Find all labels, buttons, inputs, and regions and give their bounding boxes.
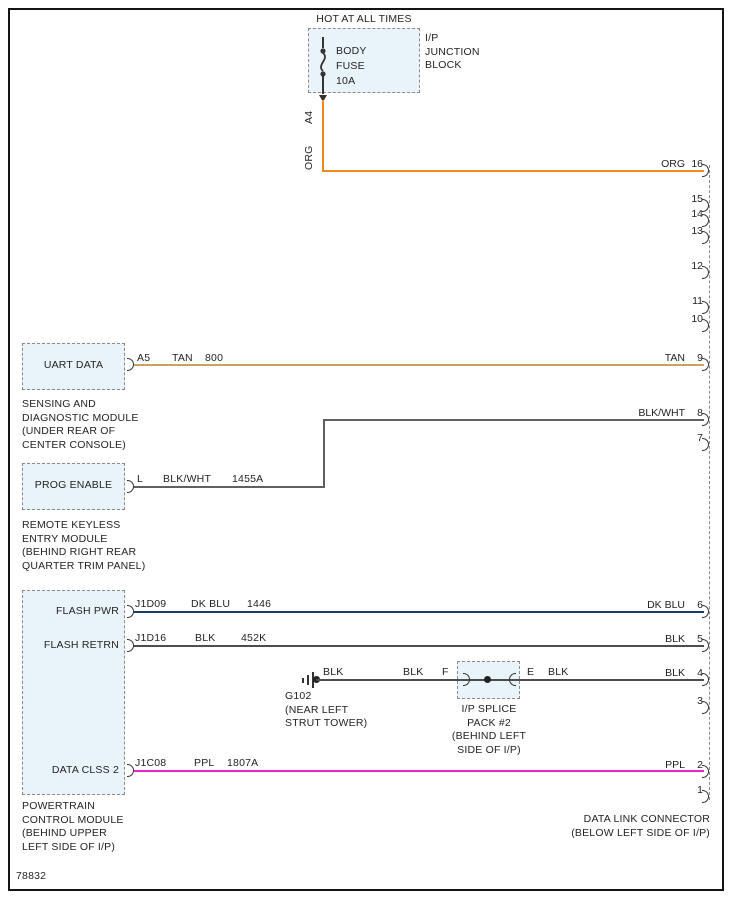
fuse-box	[308, 28, 420, 93]
pcm-module-box	[22, 590, 125, 795]
org-wire-vertical	[322, 100, 324, 171]
flash-pwr-label: FLASH PWR	[55, 605, 119, 617]
dlc-pin-number: 5	[697, 633, 703, 645]
dlc-pin-wire-color: ORG	[661, 158, 685, 170]
dlc-dashed-line	[709, 165, 710, 800]
flash-pwr-circuit-number: 1446	[247, 598, 272, 610]
dlc-pin-number: 11	[692, 295, 703, 307]
dlc-pin-wire-color: BLK	[665, 667, 685, 679]
prog-circuit-number: 1455A	[232, 473, 264, 485]
prog-terminal-label: L	[137, 473, 144, 485]
junction-block-label: I/P JUNCTION BLOCK	[425, 32, 480, 71]
splice-out-terminal-label: E	[527, 666, 535, 678]
data-clss2-terminal: J1C08	[135, 757, 167, 769]
fuse-icon	[320, 37, 326, 94]
uart-wire-color-label: TAN	[172, 352, 193, 364]
org-wire-color-label-vertical: ORG	[303, 145, 315, 170]
flash-pwr-wire	[134, 611, 704, 613]
dlc-pin-number: 12	[691, 260, 703, 272]
ground-wire-color-label-1: BLK	[323, 666, 344, 678]
dlc-pin-number: 1	[697, 784, 703, 796]
dlc-caption: DATA LINK CONNECTOR (BELOW LEFT SIDE OF …	[571, 813, 710, 839]
uart-module-label: UART DATA	[43, 359, 104, 371]
document-number: 78832	[16, 870, 47, 882]
data-clss2-wire	[134, 770, 704, 772]
prog-wire-lower	[134, 486, 325, 488]
dlc-pin-number: 14	[691, 208, 703, 220]
uart-terminal-label: A5	[137, 352, 151, 364]
prog-wire-upper	[323, 419, 704, 421]
wire-arrow-down-icon	[319, 95, 327, 102]
uart-tan-wire	[134, 364, 704, 366]
dlc-pin-wire-color: BLK/WHT	[638, 407, 685, 419]
dlc-pin-number: 3	[697, 695, 703, 707]
fuse-label: BODY FUSE 10A	[336, 45, 367, 87]
ground-symbol	[302, 678, 304, 683]
flash-retrn-circuit-number: 452K	[241, 632, 267, 644]
uart-circuit-number: 800	[205, 352, 224, 364]
dlc-pin-wire-color: DK BLU	[647, 599, 685, 611]
flash-retrn-wire	[134, 645, 704, 647]
flash-retrn-terminal: J1D16	[135, 632, 167, 644]
dlc-pin-number: 6	[697, 599, 703, 611]
dlc-pin-number: 13	[691, 225, 703, 237]
splice-dot	[484, 676, 491, 683]
dlc-pin-number: 2	[697, 759, 703, 771]
hot-at-all-times-label: HOT AT ALL TIMES	[316, 13, 412, 25]
rke-caption: REMOTE KEYLESS ENTRY MODULE (BEHIND RIGH…	[22, 519, 146, 572]
splice-terminal-arc-right	[509, 673, 516, 686]
prog-module-box	[22, 463, 125, 510]
prog-module-label: PROG ENABLE	[34, 479, 113, 491]
prog-wire-color-label: BLK/WHT	[163, 473, 212, 485]
data-clss2-circuit-number: 1807A	[227, 757, 259, 769]
flash-retrn-wire-color: BLK	[195, 632, 216, 644]
g102-caption: G102 (NEAR LEFT STRUT TOWER)	[285, 690, 368, 729]
data-clss2-label: DATA CLSS 2	[51, 764, 119, 776]
ground-wire-color-label-3: BLK	[548, 666, 569, 678]
dlc-pin-number: 7	[697, 432, 703, 444]
ground-symbol	[307, 675, 309, 685]
dlc-pin-number: 4	[697, 667, 703, 679]
uart-module-box	[22, 343, 125, 390]
dlc-pin-number: 16	[691, 158, 703, 170]
flash-retrn-label: FLASH RETRN	[43, 639, 119, 651]
sdm-caption: SENSING AND DIAGNOSTIC MODULE (UNDER REA…	[22, 398, 139, 451]
terminal-a4-label: A4	[303, 110, 315, 124]
dlc-pin-number: 8	[697, 407, 703, 419]
flash-pwr-wire-color: DK BLU	[191, 598, 231, 610]
splice-caption: I/P SPLICE PACK #2 (BEHIND LEFT SIDE OF …	[451, 703, 527, 756]
page-border	[8, 8, 724, 891]
dlc-pin-number: 10	[691, 313, 703, 325]
pcm-caption: POWERTRAIN CONTROL MODULE (BEHIND UPPER …	[22, 800, 124, 853]
dlc-pin-wire-color: BLK	[665, 633, 685, 645]
dlc-pin-wire-color: PPL	[665, 759, 685, 771]
ground-wire-color-label-2: BLK	[403, 666, 424, 678]
data-clss2-wire-color: PPL	[194, 757, 215, 769]
dlc-pin-number: 9	[697, 352, 703, 364]
dlc-pin-wire-color: TAN	[664, 352, 685, 364]
dlc-pin-number: 15	[691, 193, 703, 205]
splice-in-terminal-label: F	[442, 666, 449, 678]
prog-wire-vertical	[323, 419, 325, 488]
org-wire-horizontal	[322, 170, 704, 172]
flash-pwr-terminal: J1D09	[135, 598, 167, 610]
